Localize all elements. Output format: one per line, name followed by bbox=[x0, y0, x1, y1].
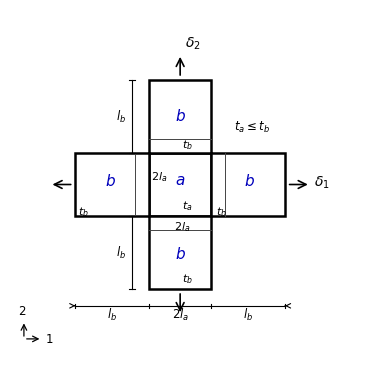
Text: $t_a$: $t_a$ bbox=[182, 199, 192, 213]
Text: $a$: $a$ bbox=[175, 173, 185, 188]
Text: $2l_a$: $2l_a$ bbox=[171, 307, 189, 323]
Text: $t_b$: $t_b$ bbox=[182, 139, 192, 152]
Text: $\delta_1$: $\delta_1$ bbox=[314, 175, 329, 191]
Text: 1: 1 bbox=[46, 333, 54, 346]
Bar bbox=[211, 153, 285, 216]
Bar bbox=[149, 80, 211, 153]
Text: $2l_a$: $2l_a$ bbox=[174, 220, 190, 234]
Text: $t_b$: $t_b$ bbox=[182, 273, 192, 286]
Text: $b$: $b$ bbox=[175, 108, 186, 124]
Text: $l_b$: $l_b$ bbox=[243, 307, 253, 323]
Text: $t_b$: $t_b$ bbox=[78, 205, 89, 219]
Bar bbox=[149, 153, 211, 216]
Bar bbox=[75, 153, 149, 216]
Text: $l_b$: $l_b$ bbox=[116, 244, 126, 261]
Text: $\delta_2$: $\delta_2$ bbox=[184, 36, 200, 52]
Text: $l_b$: $l_b$ bbox=[107, 307, 117, 323]
Text: 2: 2 bbox=[18, 305, 26, 318]
Text: $t_a \leq t_b$: $t_a \leq t_b$ bbox=[234, 120, 270, 135]
Text: $t_b$: $t_b$ bbox=[216, 205, 226, 219]
Bar bbox=[149, 216, 211, 289]
Text: $b$: $b$ bbox=[175, 246, 186, 262]
Text: $b$: $b$ bbox=[105, 173, 116, 189]
Text: $l_b$: $l_b$ bbox=[116, 108, 126, 125]
Text: $2l_a$: $2l_a$ bbox=[151, 170, 168, 184]
Text: $b$: $b$ bbox=[244, 173, 255, 189]
